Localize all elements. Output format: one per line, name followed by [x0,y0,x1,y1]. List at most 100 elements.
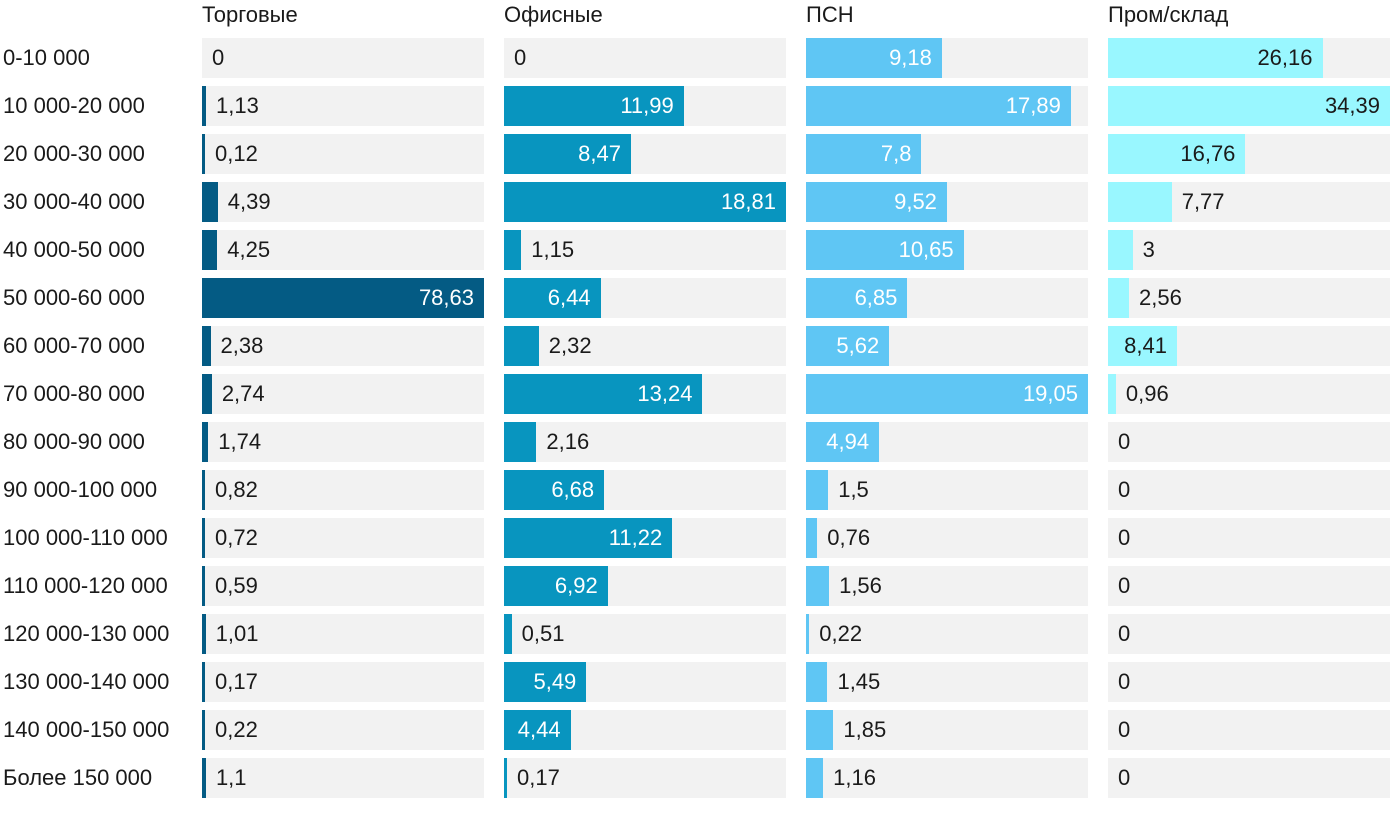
bar-track: 1,85 [806,710,1088,750]
bar-track: 2,56 [1108,278,1390,318]
data-label: 0 [1118,477,1131,502]
data-label: 11,22 [608,525,663,550]
bar-track: 8,41 [1108,326,1390,366]
bar-track: 19,05 [806,374,1088,414]
data-label: 19,05 [1022,381,1078,406]
data-label: 0,96 [1125,381,1169,406]
bar-track: 2,38 [202,326,484,366]
bar-track: 0,17 [504,758,786,798]
bar-track: 0 [1108,422,1390,462]
data-label: 13,24 [637,381,693,406]
bar-track: 0 [1108,758,1390,798]
data-label: 0,17 [215,669,258,694]
bar-track: 13,24 [504,374,786,414]
bar [806,518,818,558]
bar [806,326,890,366]
bar [504,86,684,126]
bar [202,86,207,126]
bar [202,662,205,702]
data-label: 0,51 [521,621,565,646]
bar [806,374,1088,414]
row-label: 90 000-100 000 [3,477,158,502]
bar [504,518,673,558]
bar-track: 0,51 [504,614,786,654]
bar [504,470,605,510]
bar [504,374,703,414]
bar-track: 2,32 [504,326,786,366]
data-label: 9,18 [889,45,932,70]
data-label: 5,62 [836,333,880,358]
bar-track: 6,68 [504,470,786,510]
bar-track: 0,22 [202,710,484,750]
row-label: 10 000-20 000 [3,93,145,118]
bar [504,710,571,750]
data-label: 5,49 [533,669,577,694]
bar-track: 1,15 [504,230,786,270]
data-label: 0,76 [827,525,871,550]
bar-track: 8,47 [504,134,786,174]
data-label: 6,85 [854,285,898,310]
data-label: 1,15 [531,237,575,262]
data-label: 2,74 [221,381,265,406]
row-label: 100 000-110 000 [3,525,168,550]
data-label: 0 [1118,669,1131,694]
bar [504,614,512,654]
bar-track: 5,62 [806,326,1088,366]
bar-track: 11,99 [504,86,786,126]
data-label: 4,25 [227,237,271,262]
bar-track: 4,39 [202,182,484,222]
bar [806,614,810,654]
data-label: 1,13 [216,93,259,118]
bar [202,134,205,174]
row-label: 60 000-70 000 [3,333,145,358]
data-label: 7,77 [1181,189,1225,214]
bar-track: 0 [1108,614,1390,654]
bar-track: 0,59 [202,566,484,606]
data-label: 0,17 [517,765,560,790]
bar-track: 0 [1108,470,1390,510]
bar [1108,134,1246,174]
bar [504,134,631,174]
data-label: 0,12 [215,141,258,166]
bar [504,182,786,222]
data-label: 6,68 [551,477,595,502]
bar [1108,326,1177,366]
bar [1108,38,1323,78]
bar-track: 0,96 [1108,374,1390,414]
bar [806,566,830,606]
data-label: 4,94 [826,429,870,454]
data-label: 0 [212,45,225,70]
data-label: 78,63 [418,285,474,310]
data-label: 2,38 [220,333,264,358]
bar [504,278,601,318]
row-label: 50 000-60 000 [3,285,145,310]
data-label: 17,89 [1005,93,1061,118]
data-label: 3 [1142,237,1155,262]
row-label: 70 000-80 000 [3,381,145,406]
bar [806,758,824,798]
bar [1108,230,1133,270]
row-label: 110 000-120 000 [3,573,168,598]
data-label: 6,44 [547,285,591,310]
data-label: 34,39 [1324,93,1380,118]
data-label: 0 [1118,429,1131,454]
bar-track: 17,89 [806,86,1088,126]
bar [504,662,587,702]
data-label: 26,16 [1257,45,1313,70]
bar-track: 0,72 [202,518,484,558]
bar-track: 9,52 [806,182,1088,222]
bar [202,566,205,606]
bar [806,38,942,78]
data-label: 0,22 [215,717,258,742]
bar-track: 7,8 [806,134,1088,174]
bar [202,278,484,318]
bar-track: 0 [1108,662,1390,702]
bar-track: 16,76 [1108,134,1390,174]
bar [202,326,211,366]
bar [806,230,964,270]
bar-track: 1,45 [806,662,1088,702]
row-label: 130 000-140 000 [3,669,170,694]
data-label: 6,92 [554,573,598,598]
data-label: 0 [1118,573,1131,598]
bar [806,86,1071,126]
